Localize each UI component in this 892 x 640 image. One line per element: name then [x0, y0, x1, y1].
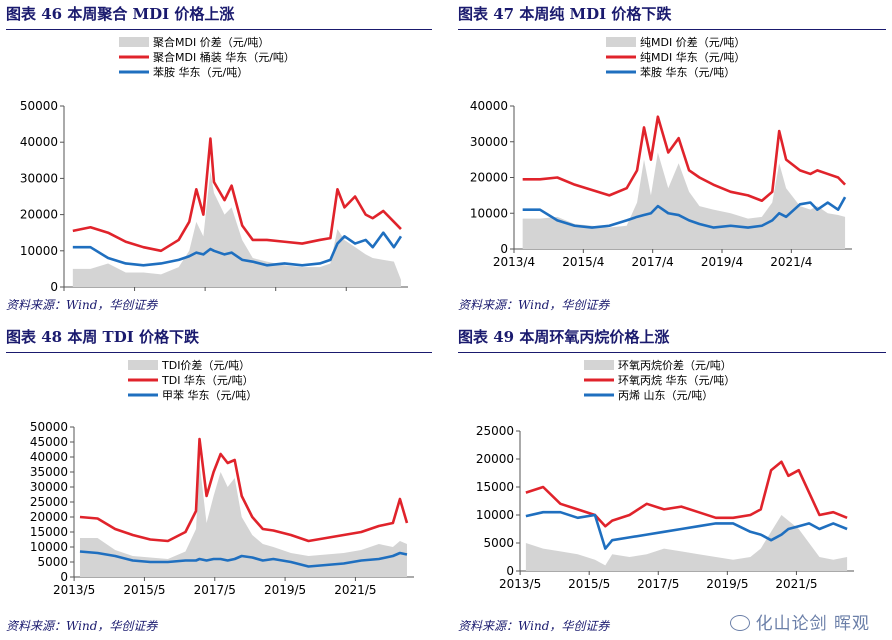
- y-tick-label: 15000: [476, 480, 514, 494]
- chart-title: 图表 47 本周纯 MDI 价格下跌: [458, 5, 672, 23]
- y-tick-label: 0: [500, 242, 508, 256]
- chart-source: 资料来源：Wind，华创证券: [458, 298, 610, 312]
- y-tick-label: 50000: [30, 420, 68, 434]
- legend-label: 纯MDI 价差（元/吨）: [640, 35, 745, 49]
- spread-area: [79, 463, 407, 577]
- y-tick-label: 20000: [20, 208, 58, 222]
- x-tick-label: 2017/5: [194, 583, 236, 597]
- x-tick-label: 2013/5: [53, 583, 95, 597]
- legend-label: 环氧丙烷价差（元/吨）: [618, 358, 732, 372]
- watermark: 化山论剑 晖观: [729, 609, 870, 634]
- price-line-blue: [79, 550, 408, 568]
- spread-area: [525, 515, 848, 571]
- x-tick-label: 2019/4: [701, 255, 743, 269]
- chart-svg: 聚合MDI 价差（元/吨）聚合MDI 桶装 华东（元/吨）苯胺 华东（元/吨） 0…: [20, 35, 408, 292]
- title-rule: [6, 29, 432, 30]
- y-tick-label: 0: [60, 570, 68, 584]
- y-tick-label: 5000: [483, 536, 514, 550]
- legend-swatch-spread: [584, 360, 614, 370]
- legend-label: 苯胺 华东（元/吨）: [640, 65, 735, 79]
- chart-source: 资料来源：Wind，华创证券: [458, 619, 610, 633]
- y-tick-label: 20000: [476, 452, 514, 466]
- chart-panel-47: 图表 47 本周纯 MDI 价格下跌 纯MDI 价差（元/吨） 纯MDI 华东（元…: [458, 2, 888, 318]
- chart-source: 资料来源：Wind，华创证券: [6, 619, 158, 633]
- x-tick-label: 2017/5: [637, 577, 679, 591]
- price-line-red: [79, 437, 409, 543]
- legend-label: 聚合MDI 价差（元/吨）: [153, 35, 269, 49]
- watermark-text: 化山论剑 晖观: [755, 614, 870, 634]
- price-line-red: [72, 137, 402, 253]
- legend-label: 聚合MDI 桶装 华东（元/吨）: [153, 50, 295, 64]
- y-tick-label: 25000: [30, 495, 68, 509]
- legend-label: TDI价差（元/吨）: [161, 358, 250, 372]
- legend-label: 甲苯 华东（元/吨）: [162, 388, 257, 402]
- legend-label: 纯MDI 华东（元/吨）: [640, 50, 745, 64]
- legend-label: 苯胺 华东（元/吨）: [153, 65, 248, 79]
- y-tick-label: 45000: [30, 435, 68, 449]
- y-tick-label: 10000: [20, 244, 58, 258]
- y-tick-label: 0: [50, 280, 58, 292]
- chart-title: 图表 48 本周 TDI 价格下跌: [6, 328, 199, 346]
- title-rule: [6, 352, 432, 353]
- chart-title: 图表 49 本周环氧丙烷价格上涨: [458, 328, 670, 346]
- y-tick-label: 40000: [30, 450, 68, 464]
- x-tick-label: 2021/5: [775, 577, 817, 591]
- spread-area: [72, 171, 401, 287]
- legend-swatch-spread: [128, 360, 158, 370]
- title-rule: [458, 29, 886, 30]
- x-tick-label: 2015/4: [562, 255, 604, 269]
- chart-source: 资料来源：Wind，华创证券: [6, 298, 158, 312]
- x-tick-label: 2013/5: [499, 577, 541, 591]
- chart-svg: TDI价差（元/吨）TDI 华东（元/吨）甲苯 华东（元/吨） 050001000…: [30, 358, 414, 597]
- y-tick-label: 40000: [20, 135, 58, 149]
- price-line-blue: [522, 196, 847, 229]
- y-tick-label: 30000: [470, 135, 508, 149]
- x-tick-label: 2019/5: [264, 583, 306, 597]
- y-tick-label: 10000: [476, 508, 514, 522]
- legend-label: 环氧丙烷 华东（元/吨）: [618, 373, 735, 387]
- legend-swatch-spread: [119, 37, 149, 47]
- y-tick-label: 15000: [30, 525, 68, 539]
- wechat-icon: [729, 615, 750, 631]
- y-tick-label: 5000: [37, 555, 68, 569]
- chart-panel-48: 图表 48 本周 TDI 价格下跌 TDI价差（元/吨） TDI 华东（元/吨）甲…: [6, 325, 436, 637]
- x-tick-label: 2015/5: [568, 577, 610, 591]
- price-line-blue: [525, 510, 848, 550]
- x-tick-label: 2017/4: [632, 255, 674, 269]
- y-tick-label: 30000: [20, 171, 58, 185]
- y-tick-label: 20000: [30, 510, 68, 524]
- chart-svg: 纯MDI 价差（元/吨）纯MDI 华东（元/吨）苯胺 华东（元/吨） 0 10000…: [470, 35, 852, 269]
- y-tick-label: 35000: [30, 465, 68, 479]
- x-tick-label: 2019/5: [706, 577, 748, 591]
- chart-title: 图表 46 本周聚合 MDI 价格上涨: [6, 5, 235, 23]
- x-tick-label: 2021/5: [334, 583, 376, 597]
- y-tick-label: 30000: [30, 480, 68, 494]
- title-rule: [458, 352, 886, 353]
- legend-label: TDI 华东（元/吨）: [161, 373, 254, 387]
- y-tick-label: 50000: [20, 99, 58, 113]
- x-tick-label: 2015/5: [123, 583, 165, 597]
- price-line-blue: [72, 231, 403, 267]
- y-tick-label: 40000: [470, 99, 508, 113]
- price-line-red: [522, 115, 846, 203]
- chart-panel-46: 图表 46 本周聚合 MDI 价格上涨 聚合MDI 价差（元/吨） 聚合MDI 桶…: [6, 2, 436, 318]
- chart-svg: 环氧丙烷价差（元/吨）环氧丙烷 华东（元/吨） 丙烯 山东（元/吨） 0 5000 10…: [476, 358, 854, 591]
- x-tick-label: 2013/4: [493, 255, 535, 269]
- legend-swatch-spread: [606, 37, 636, 47]
- chart-panel-49: 图表 49 本周环氧丙烷价格上涨 环氧丙烷价差（元/吨） 环氧丙烷 华东（元/吨）…: [458, 325, 888, 637]
- y-tick-label: 0: [506, 564, 514, 578]
- y-tick-label: 10000: [30, 540, 68, 554]
- y-tick-label: 25000: [476, 424, 514, 438]
- price-line-red: [525, 460, 848, 528]
- x-tick-label: 2021/4: [770, 255, 812, 269]
- y-tick-label: 10000: [470, 206, 508, 220]
- y-tick-label: 20000: [470, 171, 508, 185]
- legend-label: 丙烯 山东（元/吨）: [618, 389, 713, 402]
